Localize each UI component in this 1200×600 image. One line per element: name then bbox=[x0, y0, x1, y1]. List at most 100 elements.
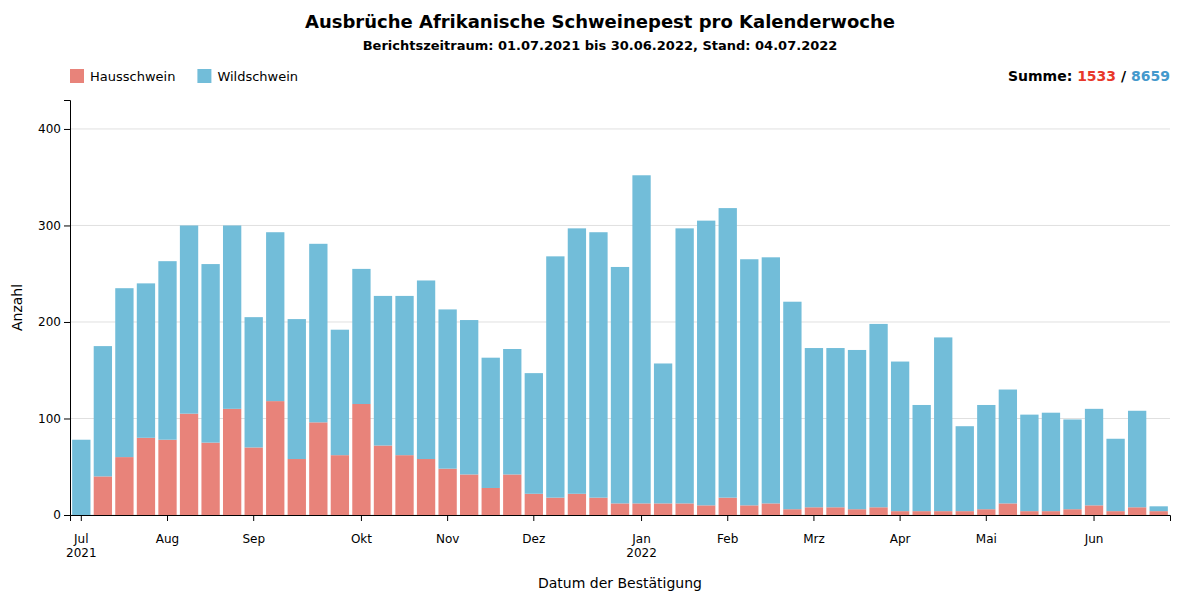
bar bbox=[245, 317, 263, 447]
bar bbox=[999, 390, 1017, 504]
x-tick: Dez bbox=[522, 515, 545, 546]
legend-item: Wildschwein bbox=[197, 69, 298, 84]
bar bbox=[331, 455, 349, 515]
bar bbox=[783, 509, 801, 515]
bar bbox=[977, 405, 995, 509]
grid bbox=[70, 129, 1170, 515]
bar bbox=[72, 440, 90, 515]
y-axis: 0 100 200 300 400 bbox=[38, 101, 70, 523]
title: Ausbrüche Afrikanische Schweinepest pro … bbox=[305, 11, 895, 32]
y-tick-label: 100 bbox=[38, 412, 61, 426]
x-tick-label: Jan2022 bbox=[626, 532, 657, 560]
bar bbox=[137, 438, 155, 515]
bar bbox=[848, 350, 866, 509]
x-tick-label: Jun bbox=[1084, 532, 1104, 546]
bar bbox=[1020, 415, 1038, 512]
bar bbox=[482, 488, 500, 515]
legend-swatch bbox=[197, 69, 211, 83]
bar bbox=[762, 257, 780, 503]
bar bbox=[1085, 505, 1103, 515]
x-tick-label: Jul2021 bbox=[66, 532, 97, 560]
x-tick-mark bbox=[813, 515, 814, 521]
bar bbox=[719, 498, 737, 515]
y-tick-mark bbox=[64, 322, 70, 323]
bar bbox=[826, 348, 844, 507]
bar bbox=[288, 459, 306, 515]
bar bbox=[395, 296, 413, 455]
bar bbox=[891, 362, 909, 512]
bar bbox=[1085, 409, 1103, 506]
bar bbox=[137, 283, 155, 437]
x-axis: Jul2021AugSepOktNovDezJan2022FebMrzAprMa… bbox=[66, 515, 1170, 560]
x-tick-mark bbox=[641, 515, 642, 521]
bar bbox=[568, 228, 586, 493]
bar bbox=[525, 373, 543, 494]
bar bbox=[180, 414, 198, 515]
bar bbox=[374, 446, 392, 515]
bar bbox=[826, 507, 844, 515]
bar bbox=[266, 232, 284, 401]
x-tick-mark bbox=[727, 515, 728, 521]
bar bbox=[460, 320, 478, 474]
bar bbox=[309, 244, 327, 423]
bar bbox=[654, 503, 672, 515]
bar bbox=[158, 261, 176, 440]
bar bbox=[956, 511, 974, 515]
y-tick-mark bbox=[64, 129, 70, 130]
bar bbox=[266, 401, 284, 515]
x-tick: Jun bbox=[1084, 515, 1104, 546]
y-tick: 400 bbox=[38, 122, 70, 136]
bar bbox=[762, 503, 780, 515]
bar bbox=[675, 228, 693, 503]
bar bbox=[589, 232, 607, 497]
x-tick: Mai bbox=[976, 515, 997, 546]
x-tick-mark bbox=[253, 515, 254, 521]
bar bbox=[783, 302, 801, 510]
bar bbox=[1128, 411, 1146, 508]
bar bbox=[611, 267, 629, 503]
annotation-separator: / bbox=[1121, 68, 1127, 84]
grid-line bbox=[70, 128, 1170, 129]
bar bbox=[1128, 507, 1146, 515]
bar bbox=[438, 469, 456, 515]
legend-swatch bbox=[70, 69, 84, 83]
bar bbox=[546, 498, 564, 515]
y-tick: 200 bbox=[38, 315, 70, 329]
x-tick: Nov bbox=[436, 515, 459, 546]
bar bbox=[611, 503, 629, 515]
bar bbox=[934, 511, 952, 515]
bar bbox=[1106, 439, 1124, 511]
bar bbox=[956, 426, 974, 511]
y-tick-label: 0 bbox=[53, 508, 61, 522]
bar bbox=[1106, 511, 1124, 515]
bar bbox=[180, 225, 198, 413]
bar bbox=[805, 507, 823, 515]
bar bbox=[201, 264, 219, 443]
bar bbox=[654, 363, 672, 503]
y-tick-mark bbox=[64, 225, 70, 226]
bar bbox=[934, 337, 952, 511]
bar bbox=[288, 319, 306, 459]
x-axis-line bbox=[71, 516, 1171, 522]
x-tick: Jul2021 bbox=[66, 515, 97, 560]
bar bbox=[201, 443, 219, 515]
bar bbox=[869, 507, 887, 515]
bar bbox=[94, 346, 112, 476]
bar bbox=[417, 280, 435, 459]
bar bbox=[1150, 506, 1168, 511]
x-tick-mark bbox=[447, 515, 448, 521]
y-tick-mark bbox=[64, 515, 70, 516]
y-tick: 300 bbox=[38, 219, 70, 233]
bar bbox=[1020, 511, 1038, 515]
bar bbox=[417, 459, 435, 515]
bar bbox=[245, 447, 263, 515]
x-tick: Okt bbox=[351, 515, 372, 546]
x-tick-mark bbox=[1094, 515, 1095, 521]
y-tick: 0 bbox=[53, 508, 70, 522]
x-tick-mark bbox=[533, 515, 534, 521]
bar bbox=[1042, 413, 1060, 511]
bar bbox=[805, 348, 823, 507]
x-tick-label: Feb bbox=[717, 532, 738, 546]
plot: 0100200300400Jul2021AugSepOktNovDezJan20… bbox=[38, 101, 1170, 561]
bar bbox=[309, 422, 327, 515]
